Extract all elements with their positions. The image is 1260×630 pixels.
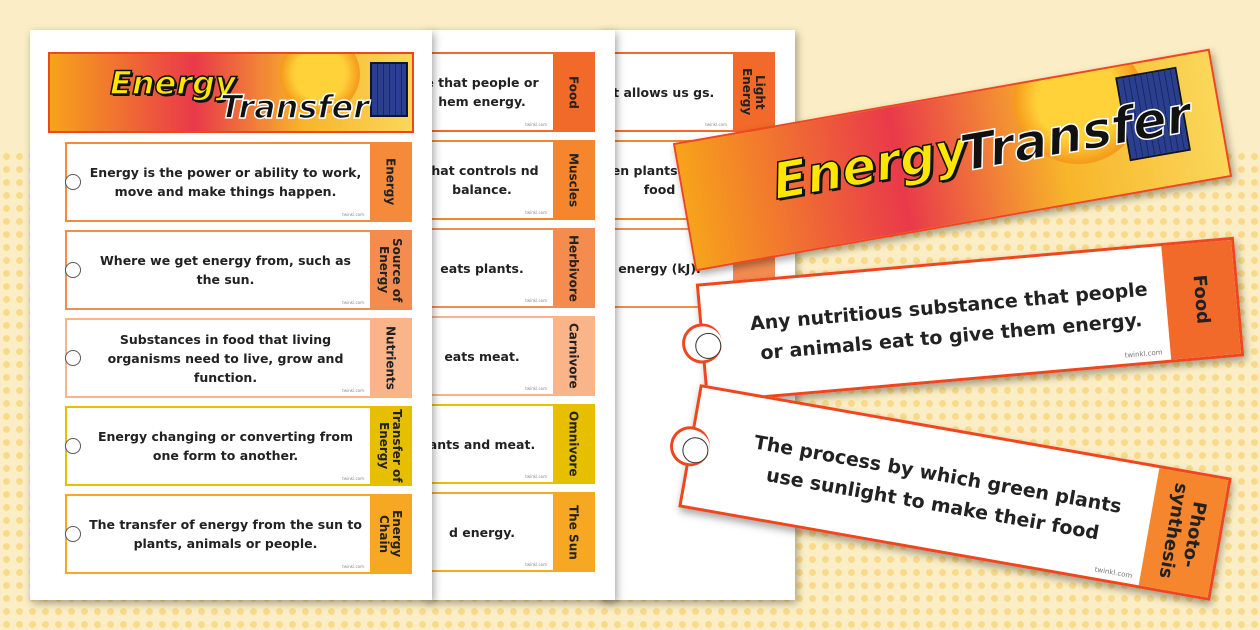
definition-text: Where we get energy from, such as the su… (100, 253, 351, 287)
worksheet-2: e that people or hem energy. Food twinkl… (425, 30, 615, 600)
term-label: The Sun (566, 504, 581, 560)
definition-text: energy (kJ). (618, 260, 701, 276)
watermark: twinkl.com (525, 474, 547, 479)
vocab-card: e that people or hem energy. Food twinkl… (425, 52, 595, 132)
term-label: Omnivore (566, 411, 581, 477)
watermark: twinkl.com (342, 564, 364, 569)
term-label: Transfer of Energy (377, 409, 404, 483)
term-label: Food (566, 75, 581, 109)
term-tab: Omnivore (553, 406, 593, 482)
watermark: twinkl.com (342, 388, 364, 393)
term-tab: Herbivore (553, 230, 593, 306)
term-label: Energy (383, 158, 398, 206)
term-label: Food (1188, 274, 1214, 326)
watermark: twinkl.com (525, 210, 547, 215)
hole-icon (65, 262, 81, 278)
term-label: Photo-synthesis (1154, 481, 1210, 581)
term-label: Light Energy (740, 68, 767, 116)
term-tab: Energy Chain (370, 496, 410, 572)
term-tab: Food (553, 54, 593, 130)
title-banner: Energy Transfer (48, 52, 414, 133)
hole-icon (65, 174, 81, 190)
watermark: twinkl.com (525, 562, 547, 567)
vocab-card: The transfer of energy from the sun to p… (65, 494, 412, 574)
vocab-card: Energy changing or converting from one f… (65, 406, 412, 486)
vocab-card: at allows us gs. Light Energy twinkl.com (600, 52, 775, 132)
definition-text: d energy. (448, 524, 515, 540)
definition-text: Substances in food that living organisms… (107, 331, 344, 385)
watermark: twinkl.com (342, 476, 364, 481)
watermark: twinkl.com (342, 212, 364, 217)
term-label: Nutrients (383, 326, 398, 390)
term-tab: The Sun (553, 494, 593, 570)
vocab-card: d energy. The Sun twinkl.com (425, 492, 595, 572)
watermark: twinkl.com (342, 300, 364, 305)
hole-icon (65, 438, 81, 454)
term-label: Carnivore (566, 323, 581, 389)
vocab-card: eats meat. Carnivore twinkl.com (425, 316, 595, 396)
vocab-card: ants and meat. Omnivore twinkl.com (425, 404, 595, 484)
definition-text: Energy changing or converting from one f… (97, 429, 354, 463)
definition-text: The transfer of energy from the sun to p… (89, 517, 362, 551)
definition-text: at allows us gs. (604, 84, 715, 100)
definition-text: Energy is the power or ability to work, … (89, 165, 362, 199)
term-tab: Energy (370, 144, 410, 220)
term-tab: Muscles (553, 142, 593, 218)
vocab-card: Where we get energy from, such as the su… (65, 230, 412, 310)
term-tab: Nutrients (370, 320, 410, 396)
vocab-card: that controls nd balance. Muscles twinkl… (425, 140, 595, 220)
watermark: twinkl.com (525, 122, 547, 127)
term-label: Herbivore (566, 234, 581, 302)
definition-text: ants and meat. (428, 436, 536, 452)
definition-text: that controls nd balance. (425, 163, 539, 197)
vocab-card: eats plants. Herbivore twinkl.com (425, 228, 595, 308)
solar-panel-icon (370, 62, 408, 117)
vocab-card: Energy is the power or ability to work, … (65, 142, 412, 222)
definition-text: e that people or hem energy. (425, 75, 539, 109)
definition-text: eats meat. (444, 348, 520, 364)
term-tab: Food (1161, 239, 1241, 360)
featured-title-word-1: Energy (767, 119, 972, 212)
term-tab: Transfer of Energy (370, 408, 410, 484)
vocab-card: Substances in food that living organisms… (65, 318, 412, 398)
term-tab: Carnivore (553, 318, 593, 394)
hole-icon (65, 350, 81, 366)
watermark: twinkl.com (705, 122, 727, 127)
title-word-1: Energy (109, 63, 236, 103)
term-label: Source of Energy (377, 237, 404, 303)
hole-icon (65, 526, 81, 542)
definition-text: eats plants. (440, 260, 524, 276)
term-label: Energy Chain (377, 510, 404, 558)
term-label: Muscles (566, 152, 581, 208)
worksheet-1: Energy Transfer Energy is the power or a… (30, 30, 432, 600)
title-word-2: Transfer (219, 87, 369, 127)
watermark: twinkl.com (525, 298, 547, 303)
term-tab: Source of Energy (370, 232, 410, 308)
watermark: twinkl.com (525, 386, 547, 391)
term-tab: Light Energy (733, 54, 773, 130)
